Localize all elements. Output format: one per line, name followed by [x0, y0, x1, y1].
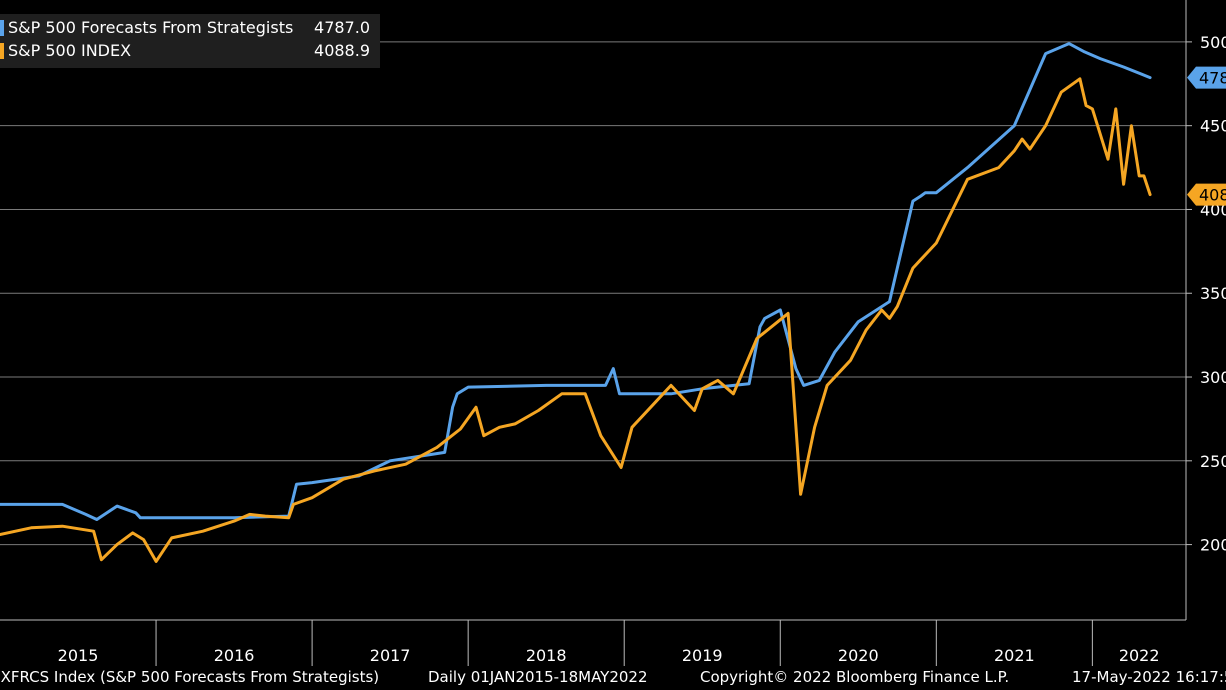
x-tick-label-2020: 2020: [838, 646, 879, 665]
x-tick-label-2015: 2015: [58, 646, 99, 665]
legend: S&P 500 Forecasts From Strategists 4787.…: [0, 14, 380, 68]
y-tick-label-5000: 5000: [1200, 33, 1226, 52]
axes: [0, 0, 1192, 666]
gridlines: [0, 41, 1186, 546]
legend-entry-index: S&P 500 INDEX 4088.9: [0, 40, 380, 62]
x-tick-label-2022: 2022: [1119, 646, 1160, 665]
y-tick-label-2000: 2000: [1200, 536, 1226, 555]
legend-swatch-forecast: [0, 20, 4, 36]
series-line-forecast: [0, 42, 1152, 521]
x-tick-label-2019: 2019: [682, 646, 723, 665]
legend-value-index: 4088.9: [314, 41, 370, 60]
legend-entry-forecast: S&P 500 Forecasts From Strategists 4787.…: [0, 17, 380, 39]
footer-index-description: SPXFRCS Index (S&P 500 Forecasts From St…: [0, 668, 380, 686]
y-tick-label-3000: 3000: [1200, 368, 1226, 387]
x-tick-label-2017: 2017: [370, 646, 411, 665]
last-value-tag-index: [1187, 183, 1226, 206]
last-value-label-forecast: 4787: [1199, 69, 1226, 88]
footer-bar: SPXFRCS Index (S&P 500 Forecasts From St…: [0, 668, 1226, 690]
series-lines: [0, 42, 1152, 563]
legend-value-forecast: 4787.0: [314, 18, 370, 37]
y-tick-label-2500: 2500: [1200, 452, 1226, 471]
y-tick-label-4500: 4500: [1200, 117, 1226, 136]
legend-swatch-index: [0, 43, 4, 59]
y-tick-label-3500: 3500: [1200, 284, 1226, 303]
last-value-label-index: 4088: [1199, 186, 1226, 205]
legend-label-index: S&P 500 INDEX: [8, 41, 132, 60]
last-value-tag-forecast: [1187, 66, 1226, 89]
x-tick-label-2018: 2018: [526, 646, 567, 665]
x-tick-label-2016: 2016: [214, 646, 255, 665]
axis-labels: 5000450040003500300025002000201520162017…: [58, 33, 1226, 665]
footer-timestamp: 17-May-2022 16:17:58: [1072, 668, 1226, 686]
footer-date-range: Daily 01JAN2015-18MAY2022: [428, 668, 648, 686]
legend-label-forecast: S&P 500 Forecasts From Strategists: [8, 18, 294, 37]
footer-copyright: Copyright© 2022 Bloomberg Finance L.P.: [700, 668, 1010, 686]
x-tick-label-2021: 2021: [994, 646, 1035, 665]
series-line-index: [0, 77, 1152, 563]
